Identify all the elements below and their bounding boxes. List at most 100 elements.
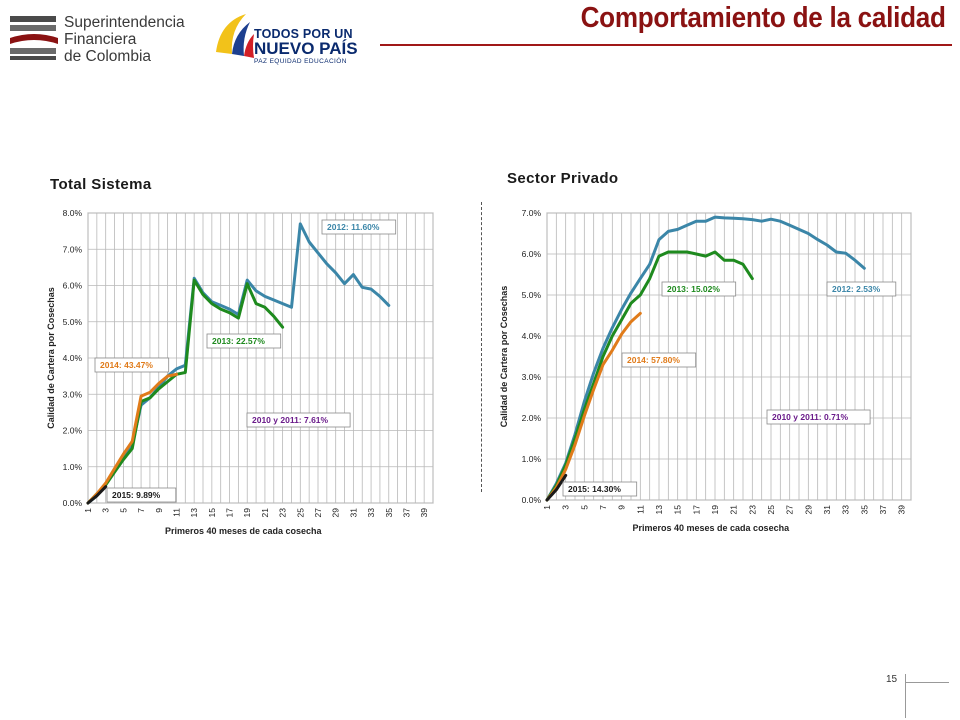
x-tick-label: 35 (384, 508, 394, 518)
series-label-2015-text: 2015: 9.89% (112, 490, 161, 500)
y-tick-label: 1.0% (63, 462, 83, 472)
y-tick-label: 2.0% (522, 413, 542, 423)
series-label-2012: 2012: 11.60% (321, 219, 397, 235)
series-label-2013-box (661, 281, 737, 297)
series-label-2015-box (562, 481, 638, 497)
series-label-2012-box (321, 219, 397, 235)
series-line-2013 (86, 278, 285, 505)
series-label-2013-box (206, 333, 282, 349)
x-tick-label: 3 (101, 508, 111, 513)
series-line-2015 (86, 485, 108, 505)
y-tick-label: 2.0% (63, 426, 83, 436)
y-tick-label: 6.0% (522, 249, 542, 259)
page-number: 15 (886, 674, 898, 685)
series-label-2013-text: 2013: 15.02% (667, 284, 720, 294)
series-label-2015: 2015: 14.30% (562, 481, 638, 497)
annotation-label: 2010 y 2011: 0.71% (766, 409, 871, 425)
y-tick-label: 1.0% (522, 454, 542, 464)
x-tick-label: 17 (691, 505, 701, 515)
y-tick-label: 5.0% (63, 317, 83, 327)
x-axis-label: Primeros 40 meses de cada cosecha (165, 526, 323, 536)
annotation-label-text: 2010 y 2011: 0.71% (772, 412, 849, 422)
x-tick-label: 9 (154, 508, 164, 513)
x-axis-label: Primeros 40 meses de cada cosecha (632, 523, 790, 533)
gov-slogan-line2: NUEVO PAÍS (254, 39, 358, 58)
gov-slogan-line1: TODOS POR UN (254, 27, 353, 41)
x-tick-label: 29 (803, 505, 813, 515)
y-tick-label: 4.0% (522, 331, 542, 341)
series-line-2012 (545, 215, 866, 502)
x-tick-label: 25 (295, 508, 305, 518)
corner-mark-horizontal (905, 682, 949, 683)
series-line-2013 (545, 250, 754, 502)
x-tick-label: 1 (542, 505, 552, 510)
series-label-2014: 2014: 43.47% (94, 357, 170, 373)
x-tick-label: 7 (598, 505, 608, 510)
x-tick-label: 31 (348, 508, 358, 518)
series-label-2014-box (621, 352, 697, 368)
x-tick-label: 13 (189, 508, 199, 518)
annotation-label: 2010 y 2011: 7.61% (246, 412, 351, 428)
y-tick-label: 7.0% (63, 244, 83, 254)
x-tick-label: 17 (225, 508, 235, 518)
chart-total-sistema: 0.0%1.0%2.0%3.0%4.0%5.0%6.0%7.0%8.0%1 3 5 7… (46, 208, 434, 536)
panel-title-sector-privado: Sector Privado (507, 170, 619, 187)
org-name: Superintendencia Financiera de Colombia (64, 14, 185, 65)
series-label-2015: 2015: 9.89% (106, 487, 177, 503)
annotation-label-text: 2010 y 2011: 7.61% (252, 415, 329, 425)
x-tick-label: 19 (242, 508, 252, 518)
org-line2: Financiera (64, 31, 137, 48)
x-tick-label: 35 (859, 505, 869, 515)
x-tick-label: 3 (561, 505, 571, 510)
series-label-2015-box (106, 487, 177, 503)
y-tick-label: 3.0% (63, 389, 83, 399)
series-label-2014-text: 2014: 43.47% (100, 360, 153, 370)
y-tick-label: 6.0% (63, 281, 83, 291)
y-tick-label: 7.0% (522, 208, 542, 218)
x-tick-label: 33 (366, 508, 376, 518)
header: Superintendencia Financiera de Colombia … (0, 0, 960, 80)
series-line-2015 (545, 473, 568, 502)
series-label-2013: 2013: 15.02% (661, 281, 737, 297)
chart-sector-privado: 0.0% 1.0% 2.0% 3.0% 4.0% 5.0% 6.0% 7.0% 1 3 5 7 9 11 1… (499, 208, 912, 533)
x-tick-label: 9 (617, 505, 627, 510)
series-label-2014-box (94, 357, 170, 373)
x-tick-label: 27 (313, 508, 323, 518)
panel-divider (481, 202, 482, 492)
x-tick-label: 29 (331, 508, 341, 518)
x-tick-label: 1 (83, 508, 93, 513)
x-tick-label: 7 (136, 508, 146, 513)
y-tick-label: 5.0% (522, 290, 542, 300)
series-label-2013-text: 2013: 22.57% (212, 336, 265, 346)
org-line3: de Colombia (64, 48, 152, 65)
title-rule (380, 44, 952, 46)
gov-slogan-line3: PAZ EQUIDAD EDUCACIÓN (254, 58, 347, 65)
y-tick-label: 3.0% (522, 372, 542, 382)
x-tick-label: 5 (118, 508, 128, 513)
x-tick-label: 27 (785, 505, 795, 515)
series-line-2014 (545, 311, 642, 502)
x-tick-label: 11 (635, 505, 645, 514)
x-tick-label: 39 (897, 505, 907, 515)
government-logo-icon (216, 14, 254, 58)
y-tick-label: 0.0% (63, 498, 83, 508)
annotation-label-box (766, 409, 871, 425)
series-line-2014 (86, 372, 178, 505)
series-label-2012-box (826, 281, 897, 297)
org-line1: Superintendencia (64, 14, 185, 31)
series-label-2012: 2012: 2.53% (826, 281, 897, 297)
x-tick-label: 13 (654, 505, 664, 515)
series-label-2013: 2013: 22.57% (206, 333, 282, 349)
y-tick-label: 0.0% (522, 495, 542, 505)
x-tick-label: 23 (747, 505, 757, 515)
superfinanciera-logo-icon (10, 16, 58, 60)
x-tick-label: 37 (401, 508, 411, 518)
y-axis-label: Calidad de Cartera por Cosechas (499, 286, 509, 428)
x-tick-label: 31 (822, 505, 832, 515)
series-label-2014-text: 2014: 57.80% (627, 355, 680, 365)
x-tick-label: 33 (841, 505, 851, 515)
series-label-2015-text: 2015: 14.30% (568, 484, 621, 494)
x-tick-label: 37 (878, 505, 888, 515)
page-title: Comportamiento de la calidad (580, 2, 946, 34)
panel-title-total-sistema: Total Sistema (50, 176, 152, 193)
